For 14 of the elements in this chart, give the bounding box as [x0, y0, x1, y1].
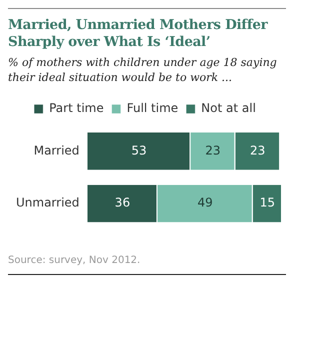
y-tick-label: Married: [34, 143, 80, 158]
y-tick-label: Unmarried: [16, 196, 80, 210]
data-label: 53: [131, 143, 147, 158]
data-label: 36: [114, 196, 130, 210]
chart-subtitle: % of mothers with children under age 18 saying their ideal situation would be to work ...: [8, 55, 278, 85]
data-label: 23: [250, 143, 266, 158]
data-label: 49: [198, 196, 213, 210]
chart-title: Married, Unmarried Mothers Differ Sharply over What Is ‘Ideal’: [8, 17, 269, 51]
data-label: 23: [205, 143, 221, 158]
legend-label: Part time: [49, 101, 104, 116]
legend-label: Not at all: [201, 101, 256, 116]
source-note: Source: survey, Nov 2012.: [8, 255, 142, 266]
data-label: 15: [260, 196, 276, 210]
legend-label: Full time: [126, 101, 178, 116]
